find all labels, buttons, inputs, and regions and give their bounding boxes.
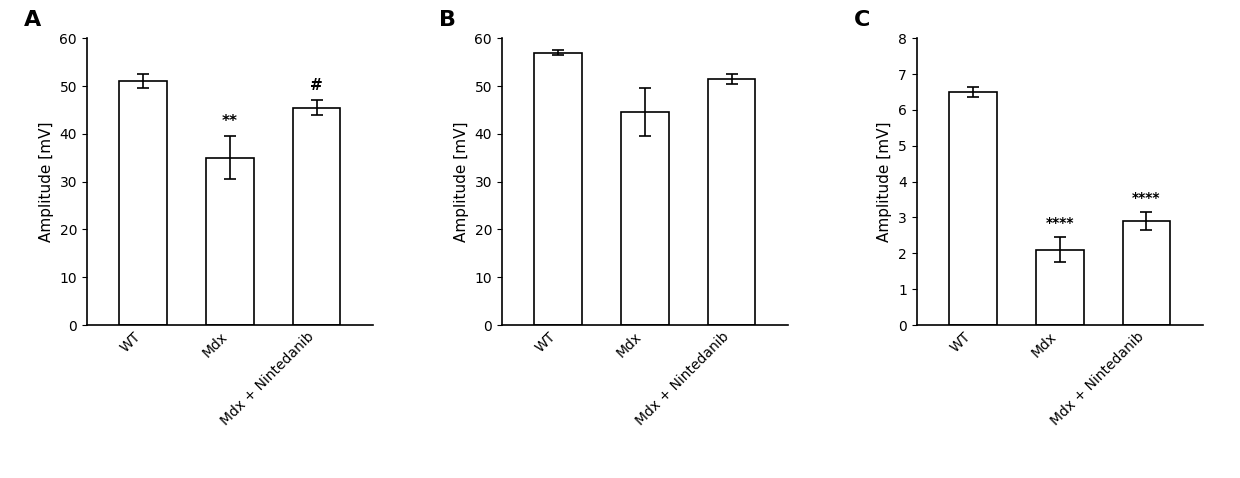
Y-axis label: Amplitude [mV]: Amplitude [mV] — [454, 121, 469, 242]
Bar — [1035, 250, 1084, 325]
Text: C: C — [853, 10, 870, 30]
Bar — [949, 92, 997, 325]
Bar — [534, 53, 582, 325]
Bar — [708, 79, 755, 325]
Bar — [293, 108, 341, 325]
Bar — [119, 81, 167, 325]
Text: ****: **** — [1045, 216, 1074, 230]
Bar — [1122, 221, 1171, 325]
Text: B: B — [439, 10, 456, 30]
Text: ****: **** — [1132, 191, 1161, 205]
Text: #: # — [310, 78, 322, 93]
Y-axis label: Amplitude [mV]: Amplitude [mV] — [38, 121, 53, 242]
Y-axis label: Amplitude [mV]: Amplitude [mV] — [878, 121, 893, 242]
Bar — [206, 158, 254, 325]
Text: A: A — [24, 10, 41, 30]
Bar — [621, 112, 668, 325]
Text: **: ** — [222, 114, 238, 129]
